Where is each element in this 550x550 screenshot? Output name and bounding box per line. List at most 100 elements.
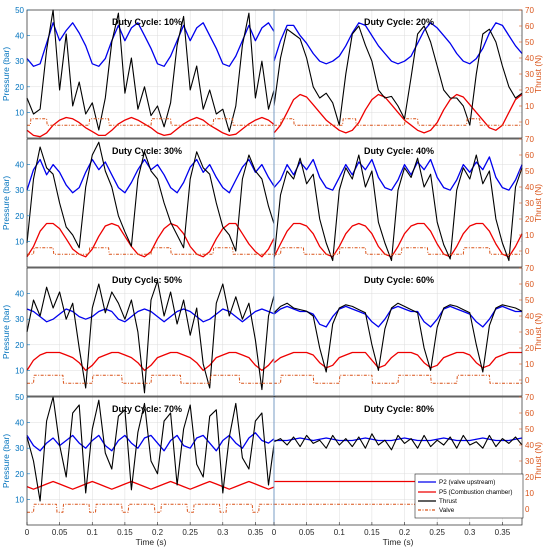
tick-label-bottom: 0 bbox=[272, 528, 277, 537]
left-axis-label: Pressure (bar) bbox=[1, 305, 11, 359]
tick-label-left: 30 bbox=[15, 57, 24, 66]
tick-label-right: 20 bbox=[525, 344, 534, 353]
tick-label-left: 40 bbox=[15, 161, 24, 170]
plot-area bbox=[274, 139, 522, 267]
tick-label-right: 10 bbox=[525, 360, 534, 369]
series-thrust bbox=[26, 141, 276, 252]
tick-label-right: 60 bbox=[525, 22, 534, 31]
tick-label-right: 50 bbox=[525, 296, 534, 305]
panel-title: Duty Cycle: 20% bbox=[364, 17, 434, 27]
series-p2 bbox=[26, 308, 276, 323]
panel-title: Duty Cycle: 70% bbox=[112, 404, 182, 414]
tick-label-left: 30 bbox=[15, 444, 24, 453]
tick-label-right: 0 bbox=[525, 376, 530, 385]
tick-label-right: 70 bbox=[525, 264, 534, 273]
series-p5 bbox=[273, 222, 523, 258]
series-thrust bbox=[273, 154, 523, 262]
tick-label-right: 70 bbox=[525, 135, 534, 144]
panel-5: Duty Cycle: 50% 10 20 30 40 Pressure (bar) bbox=[1, 267, 276, 397]
series-p5 bbox=[26, 116, 276, 138]
tick-label-left: 20 bbox=[15, 341, 24, 350]
left-axis-label: Pressure (bar) bbox=[1, 434, 11, 488]
series-p5 bbox=[273, 93, 523, 134]
tick-label-right: 20 bbox=[525, 86, 534, 95]
tick-label-right: 0 bbox=[525, 247, 530, 256]
series-p2 bbox=[273, 22, 523, 65]
series-group bbox=[273, 302, 523, 384]
legend: P2 (valve upstream) P5 (Combustion chamb… bbox=[414, 473, 524, 519]
left-axis-label: Pressure (bar) bbox=[1, 176, 11, 230]
tick-label-right: 70 bbox=[525, 393, 534, 402]
tick-label-bottom: 0.2 bbox=[399, 528, 411, 537]
series-thrust bbox=[273, 433, 523, 451]
tick-label-bottom: 0.25 bbox=[182, 528, 198, 537]
grid bbox=[26, 396, 275, 525]
tick-label-left: 10 bbox=[15, 237, 24, 246]
panel-2: Duty Cycle: 20% 0 10 20 30 40 50 60 70 Thrust (N) bbox=[273, 6, 543, 139]
right-axis-label: Thrust (N) bbox=[533, 442, 543, 480]
tick-label-right: 40 bbox=[525, 54, 534, 63]
series-group bbox=[26, 9, 276, 138]
right-axis-label: Thrust (N) bbox=[533, 313, 543, 351]
series-p5 bbox=[26, 480, 276, 490]
tick-label-right: 50 bbox=[525, 167, 534, 176]
series-valve bbox=[27, 247, 275, 255]
series-p2 bbox=[273, 156, 523, 191]
tick-label-right: 60 bbox=[525, 280, 534, 289]
tick-label-left: 20 bbox=[15, 83, 24, 92]
legend-valve-label: Valve bbox=[439, 507, 455, 514]
tick-label-left: 10 bbox=[15, 108, 24, 117]
tick-label-right: 30 bbox=[525, 70, 534, 79]
tick-label-bottom: 0.15 bbox=[364, 528, 380, 537]
series-p2 bbox=[26, 22, 276, 67]
tick-label-bottom: 0.2 bbox=[152, 528, 164, 537]
tick-label-right: 10 bbox=[525, 102, 534, 111]
tick-label-left: 30 bbox=[15, 315, 24, 324]
legend-box bbox=[414, 473, 524, 519]
panel-title: Duty Cycle: 40% bbox=[364, 146, 434, 156]
tick-label-right: 50 bbox=[525, 38, 534, 47]
plot-area bbox=[27, 10, 275, 138]
series-p5 bbox=[273, 351, 522, 369]
series-group bbox=[273, 154, 523, 262]
tick-label-right: 40 bbox=[525, 312, 534, 321]
series-group bbox=[26, 141, 276, 258]
tick-label-bottom: 0.1 bbox=[334, 528, 346, 537]
series-group bbox=[26, 396, 276, 513]
series-thrust bbox=[26, 280, 276, 394]
series-thrust bbox=[26, 396, 276, 502]
series-valve bbox=[274, 118, 522, 126]
series-group bbox=[273, 22, 523, 134]
tick-label-left: 40 bbox=[15, 32, 24, 41]
tick-label-bottom: 0.25 bbox=[429, 528, 445, 537]
tick-label-right: 30 bbox=[525, 457, 534, 466]
plot-area bbox=[274, 10, 522, 138]
legend-p5-label: P5 (Combustion chamber) bbox=[439, 489, 513, 496]
right-axis-label: Thrust (N) bbox=[533, 55, 543, 93]
panel-4: Duty Cycle: 40% 0 10 20 30 40 50 60 70 Thrust (N) bbox=[273, 135, 543, 268]
series-thrust bbox=[273, 302, 523, 373]
tick-label-bottom: 0.1 bbox=[87, 528, 99, 537]
series-p2 bbox=[274, 437, 523, 442]
legend-p2-label: P2 (valve upstream) bbox=[439, 479, 495, 486]
series-thrust bbox=[26, 9, 276, 133]
tick-label-left: 10 bbox=[15, 366, 24, 375]
tick-label-left: 50 bbox=[15, 6, 24, 15]
tick-label-bottom: 0.35 bbox=[248, 528, 264, 537]
tick-label-left: 40 bbox=[15, 419, 24, 428]
panel-7: Duty Cycle: 70% 10 20 30 40 50 Pressure (bar) 0… bbox=[1, 393, 276, 547]
bottom-axis-label: Time (s) bbox=[383, 537, 414, 547]
tick-label-right: 0 bbox=[525, 118, 530, 127]
tick-label-right: 10 bbox=[525, 489, 534, 498]
panel-title: Duty Cycle: 30% bbox=[112, 146, 182, 156]
series-valve bbox=[27, 374, 275, 384]
plot-area bbox=[274, 268, 522, 396]
grid bbox=[26, 138, 275, 267]
panel-3: Duty Cycle: 30% 10 20 30 40 Pressure (bar) bbox=[1, 138, 276, 268]
panel-title: Duty Cycle: 50% bbox=[112, 275, 182, 285]
tick-label-right: 40 bbox=[525, 183, 534, 192]
panel-1: Duty Cycle: 10% 10 20 30 40 50 Pressure (bar) bbox=[1, 6, 276, 139]
left-axis-label: Pressure (bar) bbox=[1, 47, 11, 101]
panel-title: Duty Cycle: 10% bbox=[112, 17, 182, 27]
